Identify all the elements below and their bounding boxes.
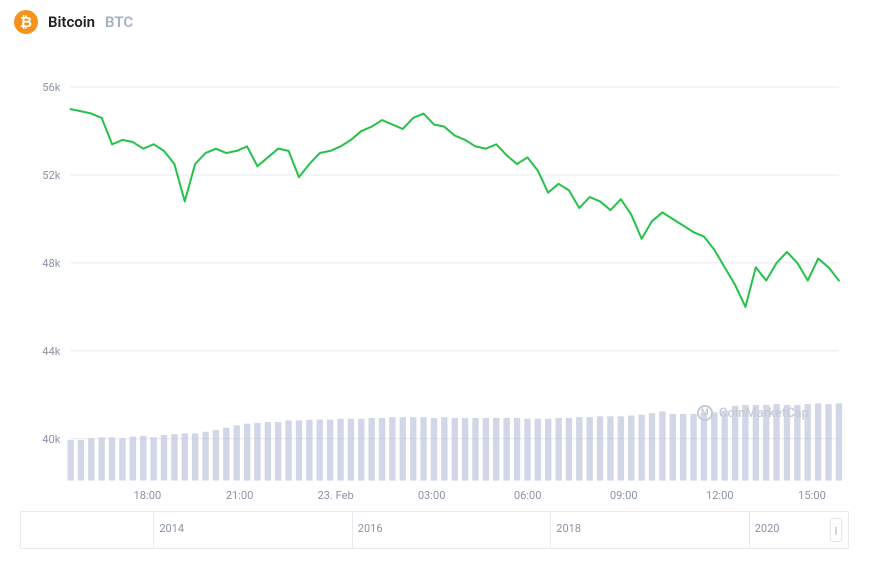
svg-text:23. Feb: 23. Feb bbox=[317, 489, 353, 502]
svg-text:12:00: 12:00 bbox=[706, 489, 734, 502]
svg-text:48k: 48k bbox=[42, 257, 60, 270]
coin-ticker: BTC bbox=[105, 13, 133, 31]
navigator-tick bbox=[550, 512, 551, 548]
navigator-scroll-handle[interactable]: ∥ bbox=[830, 518, 842, 542]
bitcoin-icon: ₿ bbox=[14, 10, 38, 34]
svg-text:18:00: 18:00 bbox=[134, 489, 162, 502]
svg-text:44k: 44k bbox=[42, 345, 60, 358]
navigator[interactable]: 2014 2016 2018 2020 ∥ bbox=[20, 511, 849, 549]
navigator-label: 2014 bbox=[159, 522, 184, 535]
svg-text:21:00: 21:00 bbox=[226, 489, 254, 502]
price-chart[interactable]: 40k 44k 48k 52k 56k 18:00 21:00 23. Feb 03:00 06… bbox=[20, 55, 849, 503]
grid bbox=[71, 87, 839, 439]
navigator-tick bbox=[153, 512, 154, 548]
price-line bbox=[71, 109, 839, 307]
chart-header: ₿ Bitcoin BTC bbox=[0, 0, 869, 44]
svg-text:52k: 52k bbox=[42, 169, 60, 182]
svg-text:40k: 40k bbox=[42, 433, 60, 446]
coinmarketcap-icon: M bbox=[697, 405, 713, 421]
svg-text:06:00: 06:00 bbox=[514, 489, 542, 502]
watermark: M CoinMarketCap bbox=[697, 405, 809, 421]
navigator-tick bbox=[352, 512, 353, 548]
svg-text:56k: 56k bbox=[42, 81, 60, 94]
navigator-label: 2018 bbox=[556, 522, 581, 535]
navigator-label: 2020 bbox=[755, 522, 780, 535]
svg-text:09:00: 09:00 bbox=[610, 489, 638, 502]
coin-name: Bitcoin bbox=[48, 13, 95, 31]
svg-text:03:00: 03:00 bbox=[418, 489, 446, 502]
watermark-text: CoinMarketCap bbox=[719, 406, 809, 421]
navigator-label: 2016 bbox=[358, 522, 383, 535]
svg-text:15:00: 15:00 bbox=[798, 489, 826, 502]
chart-svg: 40k 44k 48k 52k 56k 18:00 21:00 23. Feb 03:00 06… bbox=[20, 55, 849, 503]
x-axis: 18:00 21:00 23. Feb 03:00 06:00 09:00 12:00 15:… bbox=[134, 489, 826, 502]
navigator-tick bbox=[749, 512, 750, 548]
y-axis: 40k 44k 48k 52k 56k bbox=[42, 81, 60, 446]
